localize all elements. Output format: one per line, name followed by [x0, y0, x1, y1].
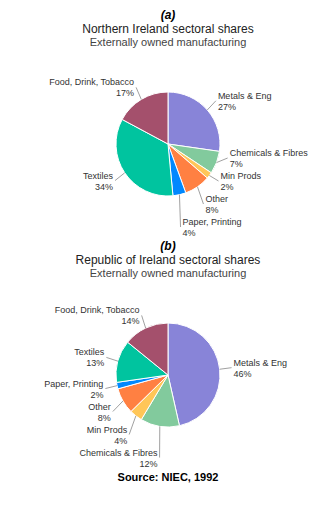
svg-text:Chemicals & Fibres12%: Chemicals & Fibres12% — [80, 448, 159, 469]
svg-text:Paper, Printing2%: Paper, Printing2% — [44, 379, 103, 400]
svg-text:Paper, Printing4%: Paper, Printing4% — [183, 217, 242, 238]
html-text:Externally owned manufacturing: Externally owned manufacturing — [89, 36, 247, 48]
svg-text:Metals & Eng27%: Metals & Eng27% — [218, 91, 272, 112]
html-text:Source: NIEC, 1992: Source: NIEC, 1992 — [117, 471, 219, 483]
svg-text:Metals & Eng46%: Metals & Eng46% — [234, 358, 288, 379]
html-text:Externally owned manufacturing: Externally owned manufacturing — [89, 267, 247, 279]
svg-text:Min Prods4%: Min Prods4% — [87, 425, 128, 446]
svg-text:Min Prods2%: Min Prods2% — [221, 171, 262, 192]
html-text:(b): (b) — [160, 239, 176, 253]
svg-text:Textiles34%: Textiles34% — [83, 171, 114, 192]
svg-text:Other8%: Other8% — [205, 194, 228, 215]
svg-text:Textiles13%: Textiles13% — [74, 347, 105, 368]
svg-text:Food, Drink, Tobacco17%: Food, Drink, Tobacco17% — [49, 77, 134, 98]
svg-text:Chemicals & Fibres7%: Chemicals & Fibres7% — [230, 148, 309, 169]
html-text:Northern Ireland sectoral shar: Northern Ireland sectoral shares — [82, 22, 254, 36]
svg-text:Food, Drink, Tobacco14%: Food, Drink, Tobacco14% — [55, 305, 140, 326]
html-text:Republic of Ireland sectoral s: Republic of Ireland sectoral shares — [75, 253, 261, 267]
html-text:(a): (a) — [160, 8, 176, 22]
svg-text:Other8%: Other8% — [88, 402, 111, 423]
